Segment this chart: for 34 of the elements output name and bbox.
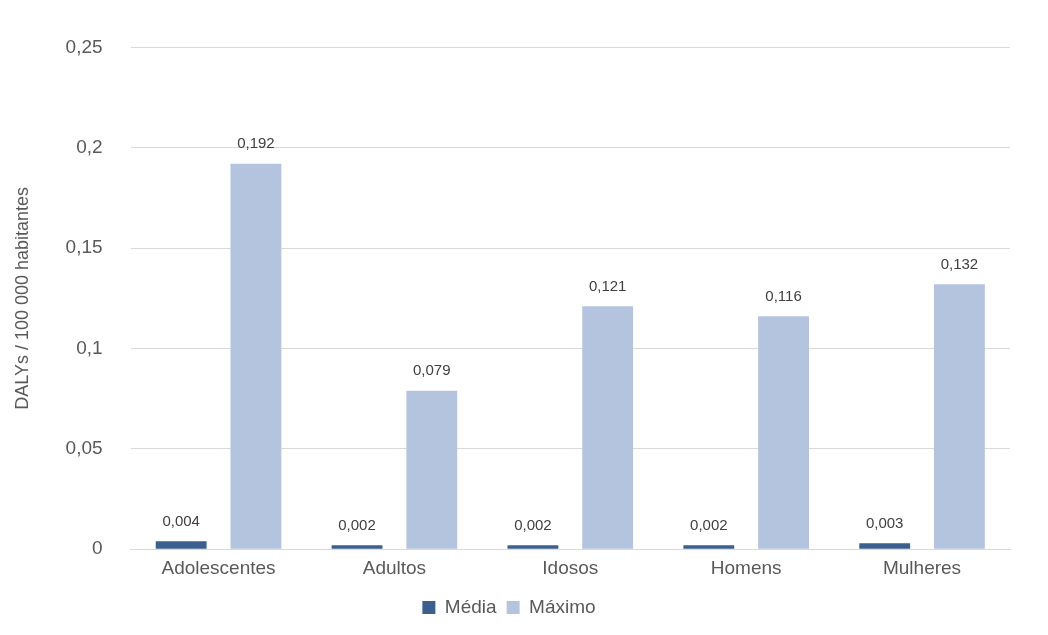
data-label: 0,002 <box>690 515 728 533</box>
x-tick-label: Idosos <box>542 556 599 578</box>
x-tick-label: Adultos <box>362 556 427 578</box>
data-label: 0,004 <box>162 511 200 529</box>
x-tick-label: Mulheres <box>882 556 962 578</box>
legend-label: Máximo <box>529 595 596 617</box>
bar <box>230 163 282 549</box>
bar <box>683 545 735 549</box>
data-label: 0,121 <box>588 276 627 294</box>
x-tick-label: Adolescentes <box>161 556 276 578</box>
data-label: 0,192 <box>237 134 275 152</box>
y-tick-label: 0,2 <box>76 135 103 157</box>
data-label: 0,003 <box>865 513 904 531</box>
bar <box>155 541 207 549</box>
bar <box>934 284 985 549</box>
y-tick-label: 0,1 <box>76 336 103 358</box>
bar <box>582 306 634 549</box>
y-tick-label: 0 <box>92 537 103 559</box>
data-label: 0,116 <box>765 287 802 305</box>
bar <box>406 390 458 549</box>
y-axis-title: DALYs / 100 000 habitantes <box>11 186 32 410</box>
y-tick-label: 0,15 <box>65 236 103 258</box>
bar <box>758 316 809 549</box>
bar <box>859 543 911 549</box>
legend-label: Média <box>444 595 498 617</box>
bar <box>507 545 559 549</box>
data-label: 0,002 <box>514 515 552 533</box>
y-tick-label: 0,25 <box>65 35 103 57</box>
data-label: 0,132 <box>940 254 979 272</box>
x-tick-label: Homens <box>710 556 782 578</box>
bar <box>331 545 383 549</box>
y-tick-label: 0,05 <box>65 437 103 459</box>
data-label: 0,002 <box>338 515 376 533</box>
data-label: 0,079 <box>413 361 451 379</box>
